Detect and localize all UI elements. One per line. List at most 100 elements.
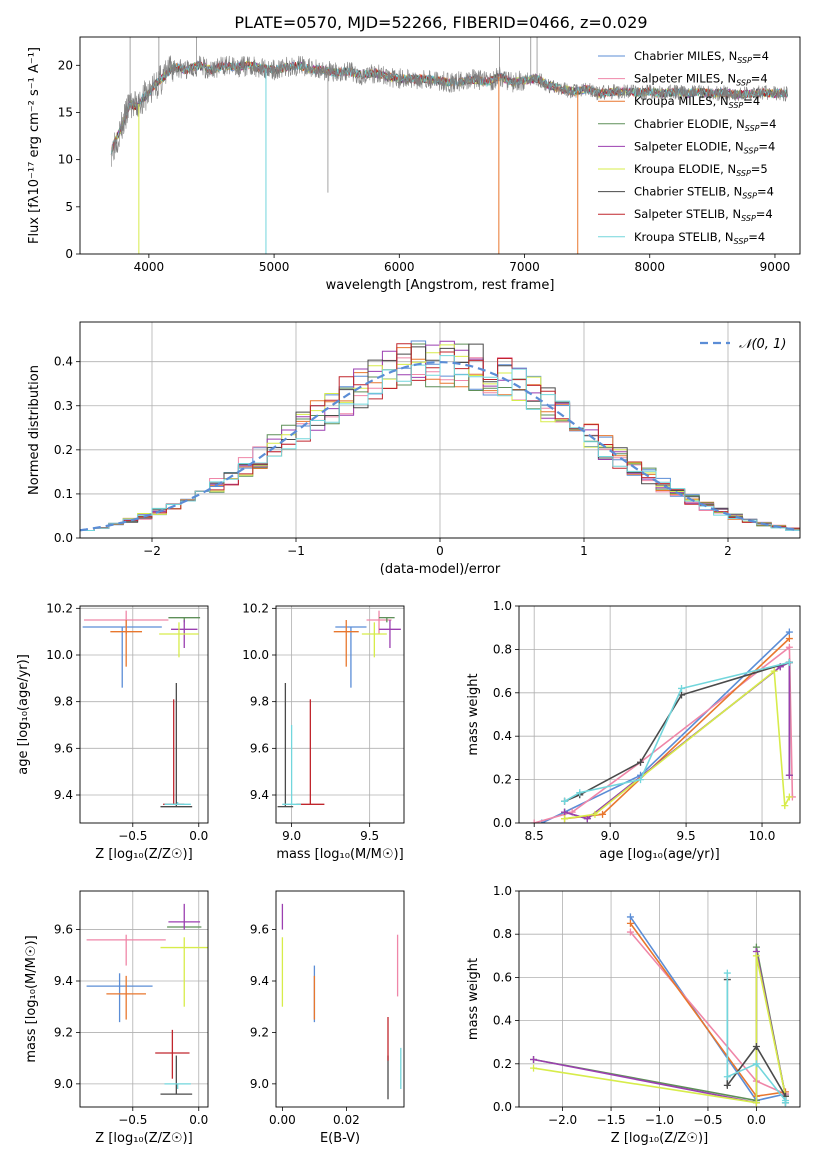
x-axis-label: wavelength [Angstrom, rest frame] [326, 278, 555, 293]
x-tick-label: 7000 [509, 260, 540, 274]
y-tick-label: 0.4 [54, 355, 73, 369]
errorbar-point [277, 683, 294, 808]
x-tick-label: 0 [436, 544, 444, 558]
y-tick-label: 9.2 [250, 1025, 269, 1039]
x-tick-label: −1.5 [596, 1113, 625, 1127]
errorbar-point [160, 1055, 193, 1095]
weight-line [533, 955, 787, 1104]
y-tick-label: 9.0 [54, 1077, 73, 1091]
y-tick-label: 0.0 [493, 816, 512, 830]
y-tick-label: 9.0 [250, 1077, 269, 1091]
x-tick-label: 5000 [259, 260, 290, 274]
weight-marker [561, 808, 569, 816]
errorbar-point [82, 626, 162, 688]
y-tick-label: 15 [58, 105, 73, 119]
errorbar-point [335, 626, 367, 688]
weight-marker [752, 952, 760, 960]
axes-frame [275, 890, 405, 1108]
axes-mass_vs_EBV: 0.00 0.02 9.0 9.2 9.4 9.6 E(B-V) [250, 890, 405, 1146]
x-axis-label: Z [log₁₀(Z/Z☉)] [95, 847, 192, 862]
x-axis-label: E(B-V) [320, 1131, 360, 1146]
legend-entry: Salpeter ELODIE, NSSP=4 [634, 139, 775, 155]
legend-entry: Salpeter STELIB, NSSP=4 [634, 207, 773, 223]
weight-marker [781, 802, 789, 810]
axes-frame [275, 605, 405, 824]
y-tick-label: 1.0 [493, 599, 512, 613]
y-axis-label: Flux [fλ10⁻¹⁷ erg cm⁻² s⁻¹ A⁻¹] [27, 47, 42, 244]
errorbar-point [333, 620, 359, 667]
y-tick-label: 9.6 [54, 923, 73, 937]
grid-age_vs_Z [80, 606, 208, 823]
y-tick-label: 0.2 [54, 443, 73, 457]
y-tick-label: 5 [65, 200, 73, 214]
y-axis-label: mass weight [466, 958, 481, 1040]
grid-weight_vs_age [519, 605, 800, 824]
x-tick-label: 0.0 [189, 829, 208, 843]
weight-marker [599, 810, 607, 818]
y-axis-label: mass [log₁₀(M/M☉)] [24, 935, 39, 1062]
y-tick-label: 0.2 [493, 773, 512, 787]
weight-marker [785, 635, 793, 643]
weight-marker [530, 819, 538, 823]
plot-age_vs_Z [82, 610, 201, 808]
plot-mass_vs_EBV [281, 903, 402, 1100]
weight-marker [637, 776, 645, 784]
weight-marker [752, 1043, 760, 1051]
y-tick-label: 9.6 [250, 923, 269, 937]
weight-line [564, 661, 790, 803]
weight-marker [752, 1060, 760, 1068]
x-tick-label: 2 [724, 544, 732, 558]
weight-marker [770, 667, 778, 675]
x-tick-label: 9000 [760, 260, 791, 274]
x-tick-label: −0.5 [118, 829, 147, 843]
weight-marker [626, 913, 634, 921]
x-tick-label: 1 [580, 544, 588, 558]
y-tick-label: 0.8 [493, 642, 512, 656]
legend-spectrum: Chabrier MILES, NSSP=4 Salpeter MILES, NS… [598, 49, 776, 246]
plot-residuals [80, 340, 800, 532]
normal-reference-curve [80, 360, 798, 532]
weight-marker [637, 758, 645, 766]
x-tick-label: 9.0 [282, 829, 301, 843]
x-tick-label: −2.0 [548, 1113, 577, 1127]
x-tick-label: 0.02 [333, 1113, 360, 1127]
y-tick-label: 20 [58, 58, 73, 72]
y-tick-label: 0.6 [493, 970, 512, 984]
x-axis-label: mass [log₁₀(M/M☉)] [276, 847, 403, 862]
residual-histogram [80, 355, 800, 531]
weight-marker [561, 815, 569, 823]
x-tick-label: 4000 [134, 260, 165, 274]
weight-marker [576, 789, 584, 797]
axes-age_vs_Z: −0.5 0.0 9.4 9.6 9.8 10.0 10.2 Z [log₁₀(Z/Z☉)] a… [16, 601, 209, 862]
weight-marker [723, 1073, 731, 1081]
y-tick-label: 10.0 [242, 648, 269, 662]
x-axis-label: age [log₁₀(age/yr)] [599, 847, 720, 862]
y-tick-label: 9.4 [54, 974, 73, 988]
x-tick-label: 6000 [384, 260, 415, 274]
y-tick-label: 0.3 [54, 399, 73, 413]
axes-frame [79, 321, 801, 539]
figure-title: PLATE=0570, MJD=52266, FIBERID=0466, z=0… [234, 13, 647, 32]
grid-mass_vs_Z [80, 891, 208, 1107]
y-tick-label: 0.1 [54, 487, 73, 501]
errorbar-point [155, 1029, 190, 1079]
y-tick-label: 10.0 [46, 648, 73, 662]
weight-marker [530, 1055, 538, 1063]
errorbar-point [106, 975, 146, 1020]
y-tick-label: 10.2 [242, 601, 269, 615]
legend-entry: 𝒩(0, 1) [739, 337, 786, 352]
x-tick-label: −2 [143, 544, 161, 558]
axes-residuals: −2 −1 0 1 2 0.0 0.1 0.2 0.3 0.4 (data-model)/error… [27, 321, 801, 577]
x-tick-label: 10.0 [749, 829, 776, 843]
legend-entry: Chabrier MILES, NSSP=4 [634, 49, 769, 65]
axes-weight_vs_Z: −2.0 −1.5 −1.0 −0.5 0.0 0.0 0.2 0.4 0.6 0.8 1.0 Z [… [466, 884, 801, 1146]
x-tick-label: −1.0 [645, 1113, 674, 1127]
x-tick-label: −0.5 [118, 1113, 147, 1127]
y-tick-label: 0.0 [54, 531, 73, 545]
plot-spectrum [110, 37, 788, 254]
errorbar-point [86, 934, 166, 966]
errorbar-point [160, 683, 193, 808]
grid-weight_vs_Z [519, 890, 800, 1108]
x-tick-label: 9.0 [601, 829, 620, 843]
